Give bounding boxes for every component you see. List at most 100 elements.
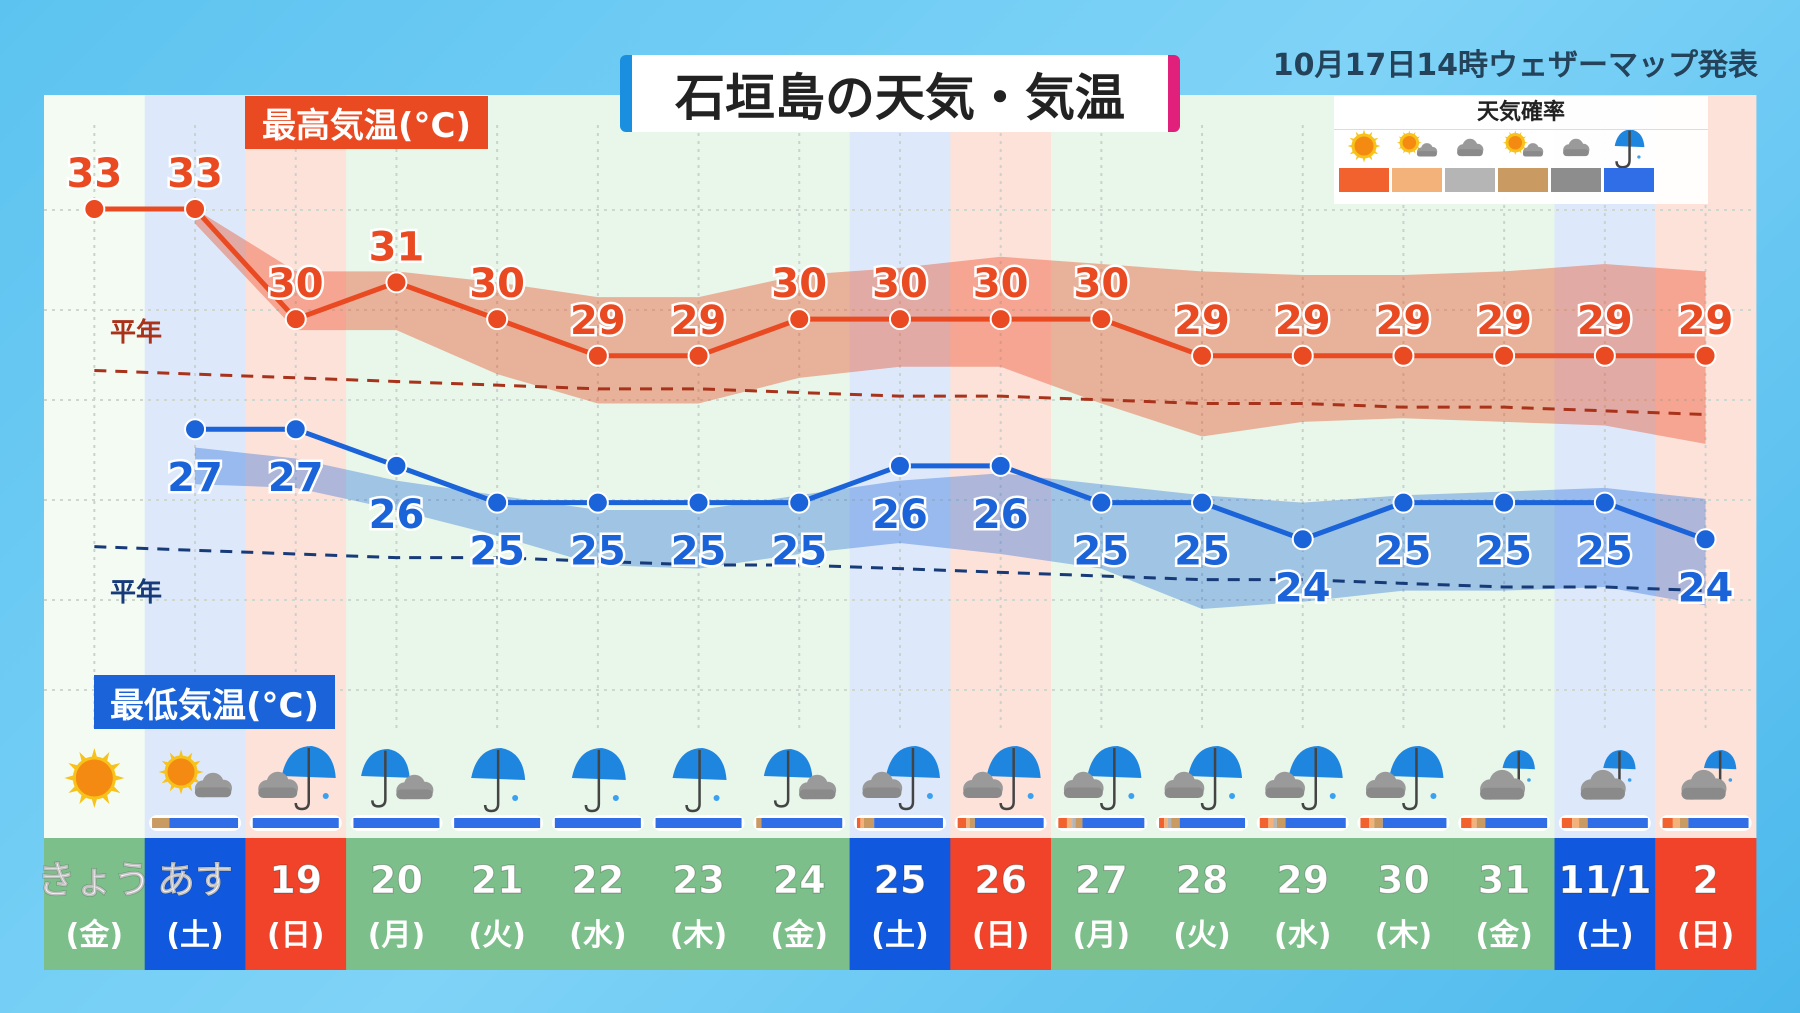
date-cell [1252,838,1354,970]
probability-segment-rain [1179,818,1246,828]
cloud-base [194,787,232,798]
low-temp-point [989,454,1012,477]
date-cell [44,838,146,970]
probability-segment-rain [454,818,541,828]
day-column-bg [547,95,649,838]
probability-segment-sunny-with-clouds [969,818,975,828]
probability-segment-rain [874,818,943,828]
weather-icon-cloudy-with-rain [258,746,336,811]
cloud-base [1580,787,1625,800]
probability-segment-sunny [1461,818,1472,828]
weather-icon-cloudy-chance-rain [1681,750,1737,800]
low-normal-label: 平年 [110,578,163,608]
legend-swatch [1339,168,1389,192]
low-temp-value: 25 [671,529,727,575]
cloud-base [1480,787,1525,800]
weather-icon-sunny-then-cloudy [158,749,232,798]
low-temp-point [1493,491,1516,514]
high-temp-point [284,308,307,331]
weather-icon-rain-then-cloudy [361,749,434,808]
weather-icon-cloudy-with-rain [1063,746,1142,811]
sun-disc [164,755,198,789]
date-cell [849,838,951,970]
high-temp-point [1291,344,1314,367]
low-temp-point [385,454,408,477]
probability-segment-sunny [1360,818,1370,828]
probability-segment-rain [1587,818,1648,828]
probability-segment-rain [1485,818,1548,828]
probability-segment-sunny-with-clouds [1075,818,1083,828]
high-normal-label: 平年 [110,318,163,348]
weather-icon-sunny [64,748,125,808]
probability-segment-sunny [1662,818,1673,828]
date-label: 24 [773,858,826,902]
low-temp-value: 25 [1577,529,1633,575]
weather-probability-legend: 天気確率 [1334,96,1708,204]
umbrella-handle [1301,748,1317,811]
raindrop [1027,793,1034,799]
day-column-bg [446,95,548,838]
low-temp-point [1090,491,1113,514]
low-temp-value: 25 [771,529,827,575]
low-temp-line [195,426,1707,542]
date-label: 2 [1692,858,1718,902]
umbrella-handle [371,750,387,808]
low-temp-point [1694,528,1717,551]
umbrella-handle [999,748,1015,811]
umbrella-handle [1615,130,1631,169]
day-column-bg [1353,95,1455,838]
probability-segment-sunny-with-clouds [1171,818,1180,828]
high-temp-value: 29 [671,298,727,344]
day-column-bg [1453,95,1555,838]
umbrella-handle [483,750,500,813]
raindrop [926,793,933,799]
low-temp-label: 最低気温(°C) [94,675,335,729]
low-normal-line [94,545,1706,593]
raindrop [1128,793,1135,799]
high-temp-value: 29 [570,298,626,344]
probability-segment-sunny-then-cloudy [966,818,970,828]
date-cell [1353,838,1455,970]
probability-segment-rain [353,818,440,828]
umbrella-handle [685,750,701,813]
low-temp-range-band [195,447,1706,610]
umbrella-handle [898,748,915,811]
low-temp-value: 24 [1678,565,1734,611]
low-temp-point [1191,491,1214,514]
low-temp-value: 25 [1476,529,1532,575]
high-temp-point [184,198,207,220]
legend-sunny-with-clouds-icon [1502,130,1544,157]
high-temp-point [788,308,811,331]
date-cell [1554,838,1656,970]
raindrop [512,795,519,801]
legend-title: 天気確率 [1334,96,1708,130]
probability-segment-sunny-then-cloudy [1066,818,1073,828]
raindrop [1627,778,1632,782]
date-label: 27 [1075,858,1128,902]
low-temp-value: 27 [167,455,223,501]
weekday-label: (日) [267,918,324,953]
weekday-label: (水) [569,918,626,953]
high-temp-label: 最高気温(°C) [245,96,488,149]
raindrop [1229,793,1236,799]
raindrop [1637,155,1641,159]
high-temp-value: 30 [469,261,525,307]
day-column-bg [748,95,851,838]
probability-segment-sunny [1259,818,1269,828]
sun-disc [1351,133,1377,159]
weather-icon-rain [571,748,626,813]
date-label: 29 [1276,858,1329,902]
probability-segment-sunny-then-cloudy [1572,818,1580,828]
date-cell [1151,838,1253,970]
cloud-base [963,787,1003,798]
weekday-label: (水) [1274,918,1331,953]
cloud-base [862,787,902,798]
probability-segment-rain [761,818,843,828]
probability-segment-sunny-then-cloudy [1164,818,1168,828]
probability-segment-sunny [856,818,861,828]
high-temp-value: 30 [771,261,827,307]
weekday-label: (月) [1073,918,1130,953]
cloud-base [1563,149,1589,157]
date-label: 25 [874,858,927,902]
